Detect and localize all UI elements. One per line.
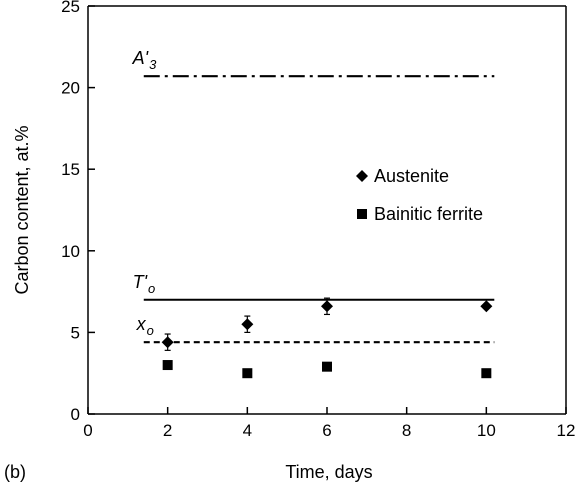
axes <box>87 5 567 415</box>
reference-label-0: A' <box>132 48 149 68</box>
x-tick-label-4: 4 <box>243 421 252 440</box>
point-square-3 <box>481 368 492 379</box>
y-tick-label-10: 10 <box>61 242 80 261</box>
y-tick-label-25: 25 <box>61 0 80 16</box>
legend-label-1: Bainitic ferrite <box>374 204 483 224</box>
point-diamond-3 <box>480 300 493 313</box>
x-axis-title: Time, days <box>285 462 372 482</box>
ticks: 0 2 4 6 8 10 12 0 5 10 15 20 25 <box>61 0 575 440</box>
legend: Austenite Bainitic ferrite <box>356 166 483 224</box>
reference-subscript-2: o <box>147 323 154 338</box>
point-diamond-2 <box>321 300 333 313</box>
reference-subscript-0: 3 <box>149 57 157 72</box>
y-axis-title: Carbon content, at.% <box>12 125 32 294</box>
x-tick-label-8: 8 <box>402 421 411 440</box>
x-tick-label-2: 2 <box>163 421 172 440</box>
x-tick-label-10: 10 <box>477 421 496 440</box>
data-points <box>161 297 493 379</box>
point-diamond-1 <box>241 318 254 331</box>
y-tick-label-20: 20 <box>61 79 80 98</box>
y-tick-label-15: 15 <box>61 160 80 179</box>
reference-subscript-1: o <box>148 281 155 296</box>
reference-lines: A' 3T' ox o <box>132 48 495 344</box>
legend-marker-0 <box>356 170 368 182</box>
x-tick-label-12: 12 <box>557 421 576 440</box>
legend-marker-1 <box>357 209 367 219</box>
x-tick-label-0: 0 <box>83 421 92 440</box>
point-square-1 <box>242 368 253 379</box>
reference-label-2: x <box>136 314 147 334</box>
y-tick-label-0: 0 <box>71 405 80 424</box>
reference-label-1: T' <box>133 272 148 292</box>
point-square-0 <box>162 360 173 371</box>
point-square-2 <box>322 361 332 372</box>
x-tick-label-6: 6 <box>322 421 331 440</box>
y-tick-label-5: 5 <box>71 323 80 342</box>
legend-label-0: Austenite <box>374 166 449 186</box>
panel-label: (b) <box>4 462 26 482</box>
point-diamond-0 <box>161 336 174 349</box>
